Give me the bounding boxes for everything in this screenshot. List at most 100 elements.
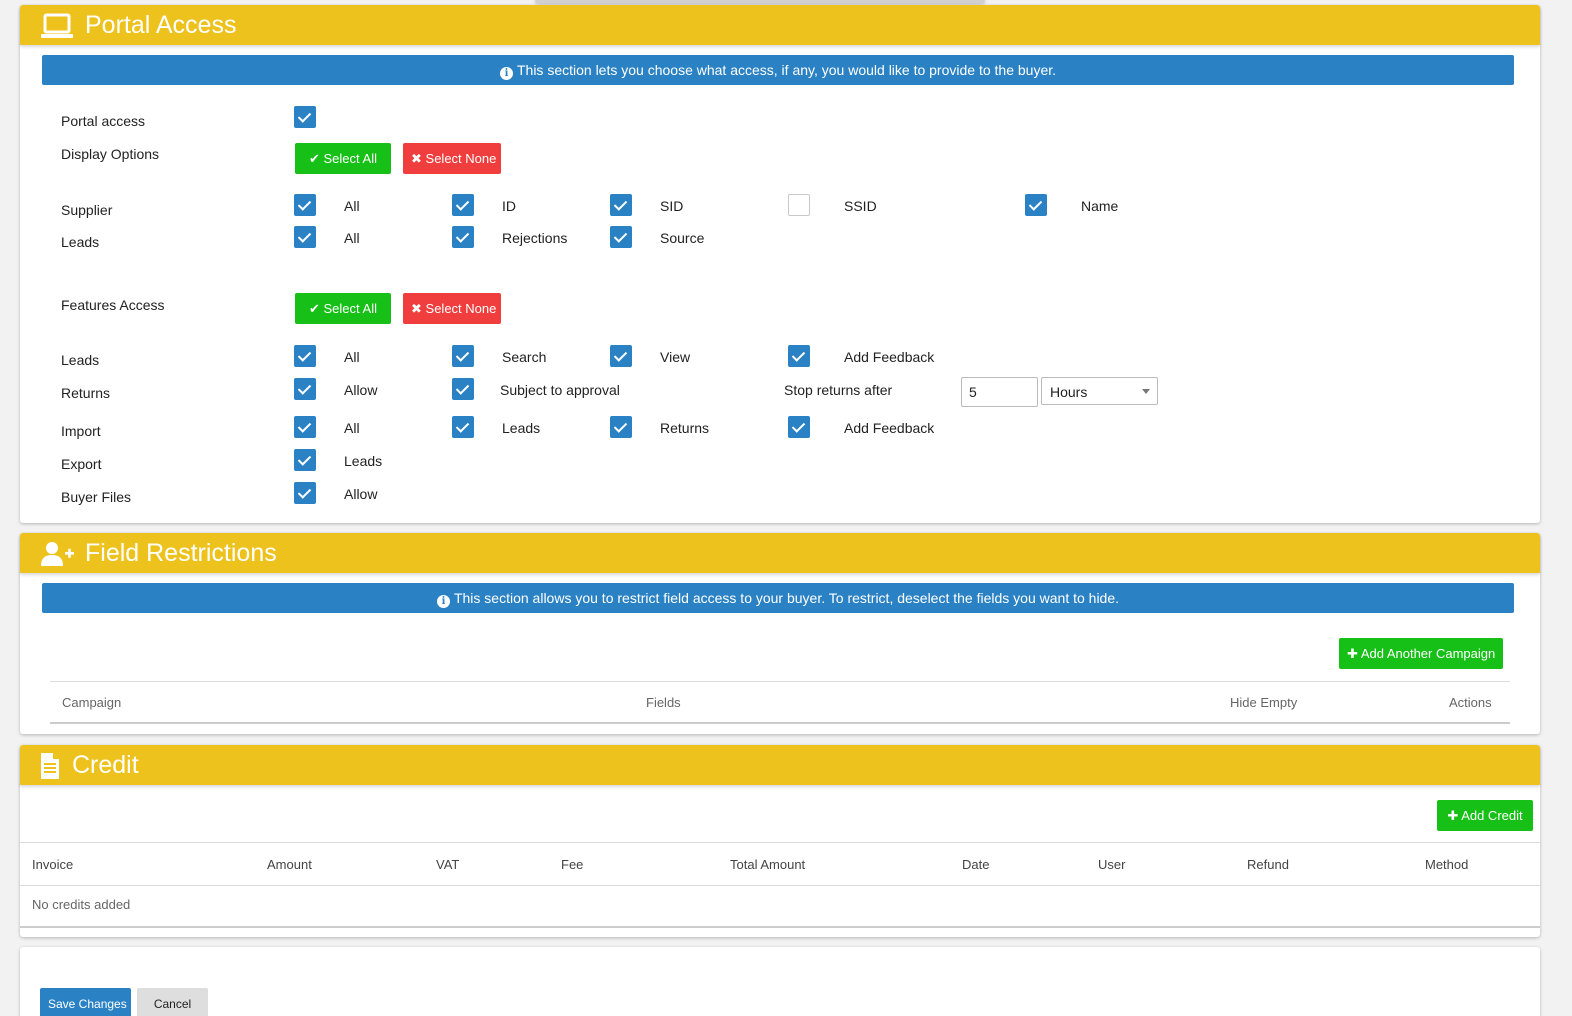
divider (50, 722, 1510, 724)
info-banner: i This section lets you choose what acces… (42, 55, 1514, 85)
supplier-sid-checkbox[interactable] (610, 194, 632, 216)
plus-icon: ✚ (1347, 645, 1358, 661)
col-refund: Refund (1247, 857, 1289, 872)
import-leads-label: Leads (502, 420, 541, 436)
close-icon: ✖ (411, 300, 422, 316)
stop-returns-input[interactable] (961, 377, 1038, 407)
add-credit-button[interactable]: ✚ Add Credit (1437, 800, 1533, 831)
document-icon (41, 753, 59, 779)
supplier-name-checkbox[interactable] (1025, 194, 1047, 216)
supplier-id-checkbox[interactable] (452, 194, 474, 216)
page-title: Portal Access (85, 11, 237, 39)
features-leads-all-label: All (344, 349, 360, 365)
unit-select-value: Hours (1050, 384, 1088, 400)
portal-access-checkbox[interactable] (294, 106, 316, 128)
cancel-button[interactable]: Cancel (137, 988, 208, 1016)
import-leads-checkbox[interactable] (452, 416, 474, 438)
divider (20, 885, 1540, 886)
display-leads-source-label: Source (660, 230, 705, 246)
col-date: Date (962, 857, 990, 872)
features-select-all-button[interactable]: ✔ Select All (295, 293, 391, 324)
add-another-campaign-button[interactable]: ✚ Add Another Campaign (1339, 638, 1503, 669)
col-total-amount: Total Amount (730, 857, 806, 872)
col-vat: VAT (436, 857, 460, 872)
export-leads-label: Leads (344, 453, 383, 469)
col-campaign: Campaign (62, 695, 122, 710)
returns-approval-label: Subject to approval (500, 382, 620, 398)
features-access-label: Features Access (61, 297, 165, 313)
display-leads-rejections-checkbox[interactable] (452, 226, 474, 248)
display-leads-label: Leads (61, 234, 100, 250)
overlay-edge (535, 0, 985, 3)
buyer-files-allow-label: Allow (344, 486, 378, 502)
display-options-label: Display Options (61, 146, 160, 162)
returns-approval-checkbox[interactable] (452, 378, 474, 400)
close-icon: ✖ (411, 150, 422, 166)
col-amount: Amount (267, 857, 312, 872)
import-feedback-checkbox[interactable] (788, 416, 810, 438)
credit-title: Credit (72, 751, 139, 779)
col-fee: Fee (561, 857, 584, 872)
features-leads-search-checkbox[interactable] (452, 345, 474, 367)
display-leads-all-checkbox[interactable] (294, 226, 316, 248)
supplier-all-label: All (344, 198, 360, 214)
check-icon: ✔ (308, 150, 320, 166)
stop-returns-unit-select[interactable]: Hours (1041, 377, 1158, 405)
save-changes-button[interactable]: Save Changes (40, 988, 131, 1016)
display-select-all-button[interactable]: ✔ Select All (295, 143, 391, 174)
export-label: Export (61, 456, 102, 472)
display-leads-source-checkbox[interactable] (610, 226, 632, 248)
import-returns-checkbox[interactable] (610, 416, 632, 438)
supplier-all-checkbox[interactable] (294, 194, 316, 216)
returns-allow-label: Allow (344, 382, 378, 398)
features-leads-view-label: View (660, 349, 691, 365)
import-feedback-label: Add Feedback (844, 420, 935, 436)
plus-icon: ✚ (1447, 807, 1459, 823)
display-select-none-button[interactable]: ✖ Select None (403, 143, 501, 174)
col-fields: Fields (646, 695, 681, 710)
supplier-ssid-checkbox[interactable] (788, 194, 810, 216)
divider (20, 842, 1540, 843)
features-leads-feedback-label: Add Feedback (844, 349, 935, 365)
features-leads-view-checkbox[interactable] (610, 345, 632, 367)
divider (20, 926, 1540, 928)
supplier-name-label: Name (1081, 198, 1119, 214)
supplier-label: Supplier (61, 202, 113, 218)
features-leads-label: Leads (61, 352, 100, 368)
field-restrictions-card: Field Restrictions i This section allows … (20, 533, 1540, 734)
divider (50, 681, 1510, 682)
supplier-ssid-label: SSID (844, 198, 877, 214)
stop-returns-label: Stop returns after (784, 382, 893, 398)
portal-access-card: Portal Access i This section lets you cho… (20, 5, 1540, 523)
footer-card: Save Changes Cancel (20, 947, 1540, 1016)
import-returns-label: Returns (660, 420, 710, 436)
field-restrictions-title: Field Restrictions (85, 539, 277, 567)
col-actions: Actions (1449, 695, 1492, 710)
returns-label: Returns (61, 385, 111, 401)
supplier-sid-label: SID (660, 198, 684, 214)
returns-allow-checkbox[interactable] (294, 378, 316, 400)
info-icon: i (499, 67, 513, 80)
info-text: This section allows you to restrict fiel… (453, 590, 1120, 606)
display-leads-rejections-label: Rejections (502, 230, 568, 246)
credit-header: Credit (20, 745, 1540, 785)
empty-credits-message: No credits added (32, 897, 131, 912)
supplier-id-label: ID (502, 198, 516, 214)
export-leads-checkbox[interactable] (294, 449, 316, 471)
features-select-none-button[interactable]: ✖ Select None (403, 293, 501, 324)
col-user: User (1098, 857, 1126, 872)
info-text: This section lets you choose what access… (516, 62, 1057, 78)
col-method: Method (1425, 857, 1469, 872)
display-leads-all-label: All (344, 230, 360, 246)
buyer-files-allow-checkbox[interactable] (294, 482, 316, 504)
features-leads-feedback-checkbox[interactable] (788, 345, 810, 367)
features-leads-all-checkbox[interactable] (294, 345, 316, 367)
chevron-down-icon (1142, 389, 1150, 394)
import-all-checkbox[interactable] (294, 416, 316, 438)
check-icon: ✔ (308, 300, 320, 316)
portal-access-header: Portal Access (20, 5, 1540, 45)
features-leads-search-label: Search (502, 349, 547, 365)
import-label: Import (61, 423, 101, 439)
col-hide-empty: Hide Empty (1230, 695, 1298, 710)
credit-card: Credit ✚ Add Credit Invoice Amount VAT F… (20, 745, 1540, 937)
